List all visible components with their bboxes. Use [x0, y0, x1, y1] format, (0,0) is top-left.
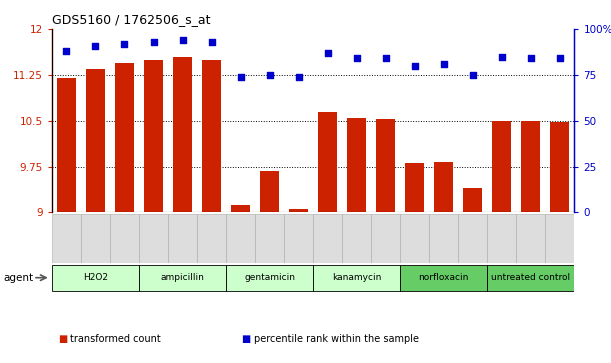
FancyBboxPatch shape [139, 265, 226, 291]
FancyBboxPatch shape [168, 214, 197, 263]
Text: percentile rank within the sample: percentile rank within the sample [254, 334, 419, 344]
Point [294, 74, 304, 79]
Text: GDS5160 / 1762506_s_at: GDS5160 / 1762506_s_at [52, 13, 210, 26]
FancyBboxPatch shape [226, 214, 255, 263]
Bar [231, 205, 250, 212]
Text: ampicillin: ampicillin [161, 273, 205, 282]
Point [120, 41, 130, 46]
Point [236, 74, 246, 79]
FancyBboxPatch shape [488, 265, 574, 291]
Text: transformed count: transformed count [70, 334, 161, 344]
Bar [260, 171, 279, 212]
FancyBboxPatch shape [429, 214, 458, 263]
FancyBboxPatch shape [255, 214, 284, 263]
Bar [202, 60, 221, 212]
FancyBboxPatch shape [313, 265, 400, 291]
Text: ■: ■ [241, 334, 251, 344]
FancyBboxPatch shape [313, 214, 342, 263]
Bar [144, 60, 163, 212]
FancyBboxPatch shape [400, 214, 429, 263]
Point [497, 54, 507, 60]
Bar [173, 57, 192, 212]
Text: norfloxacin: norfloxacin [419, 273, 469, 282]
FancyBboxPatch shape [342, 214, 371, 263]
Bar [347, 118, 366, 212]
Bar [115, 63, 134, 212]
Text: ■: ■ [58, 334, 67, 344]
Point [555, 56, 565, 61]
Point [178, 37, 188, 43]
Bar [289, 209, 308, 212]
Bar [318, 111, 337, 212]
FancyBboxPatch shape [52, 265, 139, 291]
Bar [57, 78, 76, 212]
FancyBboxPatch shape [139, 214, 168, 263]
Text: gentamicin: gentamicin [244, 273, 295, 282]
Text: agent: agent [3, 273, 33, 283]
Point [410, 63, 420, 69]
Point [381, 56, 390, 61]
FancyBboxPatch shape [488, 214, 516, 263]
FancyBboxPatch shape [81, 214, 110, 263]
Point [265, 72, 274, 78]
Point [323, 50, 332, 56]
Point [207, 39, 216, 45]
FancyBboxPatch shape [52, 214, 81, 263]
Bar [492, 121, 511, 212]
Point [62, 48, 71, 54]
FancyBboxPatch shape [516, 214, 546, 263]
FancyBboxPatch shape [546, 214, 574, 263]
Text: kanamycin: kanamycin [332, 273, 381, 282]
Bar [434, 162, 453, 212]
FancyBboxPatch shape [458, 214, 488, 263]
FancyBboxPatch shape [400, 265, 488, 291]
Bar [551, 122, 569, 212]
FancyBboxPatch shape [110, 214, 139, 263]
FancyBboxPatch shape [371, 214, 400, 263]
Bar [376, 119, 395, 212]
Bar [521, 121, 540, 212]
Point [90, 42, 100, 48]
Point [526, 56, 536, 61]
Point [468, 72, 478, 78]
Bar [86, 69, 105, 212]
Bar [405, 163, 424, 212]
Point [148, 39, 158, 45]
Point [439, 61, 448, 67]
FancyBboxPatch shape [284, 214, 313, 263]
FancyBboxPatch shape [197, 214, 226, 263]
Text: untreated control: untreated control [491, 273, 571, 282]
FancyBboxPatch shape [226, 265, 313, 291]
Text: H2O2: H2O2 [83, 273, 108, 282]
Bar [463, 188, 482, 212]
Point [352, 56, 362, 61]
